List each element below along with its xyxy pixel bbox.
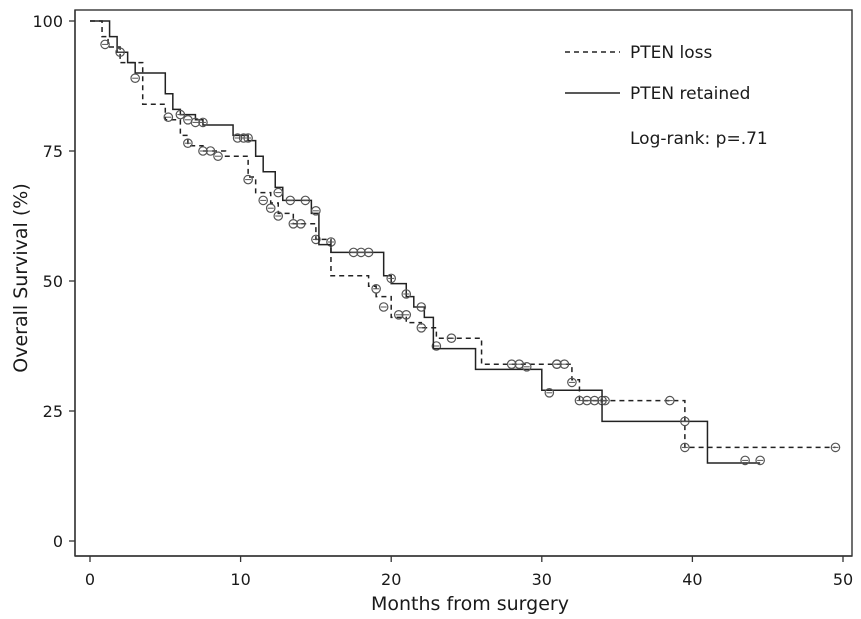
censor-mark-pten-retained [115, 47, 125, 57]
censor-mark-pten-loss [288, 219, 299, 229]
censor-mark-pten-loss [163, 112, 174, 122]
censor-mark-pten-retained [356, 247, 366, 258]
censor-mark-pten-loss [258, 195, 268, 206]
log-rank-annotation: Log-rank: p=.71 [630, 129, 768, 149]
censor-mark-pten-retained [521, 361, 532, 372]
x-axis-ticks: 0 10 20 30 40 50 [85, 556, 853, 589]
censor-mark-pten-loss [393, 309, 404, 320]
censor-mark-pten-loss [431, 341, 442, 351]
x-tick-label: 0 [85, 570, 95, 589]
censor-mark-pten-retained [416, 302, 427, 312]
censor-mark-pten-loss [574, 395, 585, 406]
y-tick-label: 0 [53, 532, 63, 551]
censor-mark-pten-retained [130, 73, 140, 83]
censor-mark-pten-loss [213, 151, 223, 161]
censor-mark-pten-retained [600, 395, 610, 406]
censor-mark-pten-retained [363, 247, 374, 258]
censor-mark-pten-retained [680, 416, 690, 427]
censor-mark-pten-loss [265, 203, 276, 213]
censor-mark-pten-retained [348, 247, 359, 258]
censor-mark-pten-retained [190, 117, 201, 128]
censor-mark-pten-loss [198, 146, 208, 156]
censor-mark-pten-retained [755, 455, 765, 466]
censor-mark-pten-loss [559, 359, 570, 369]
censor-mark-pten-retained [300, 195, 311, 206]
censor-mark-pten-loss [401, 309, 412, 320]
censor-mark-pten-retained [386, 273, 396, 284]
censor-mark-pten-loss [680, 442, 690, 453]
x-tick-label: 40 [682, 570, 702, 589]
censor-mark-pten-loss [589, 395, 600, 406]
censor-mark-pten-loss [205, 146, 216, 156]
y-tick-label: 25 [43, 402, 63, 421]
censor-mark-pten-retained [285, 195, 296, 206]
x-tick-label: 20 [381, 570, 401, 589]
censor-mark-pten-loss [100, 39, 110, 50]
y-tick-label: 100 [32, 12, 63, 31]
censor-mark-pten-retained [552, 359, 562, 369]
series-layer [90, 20, 841, 466]
censor-mark-pten-loss [567, 377, 577, 388]
x-tick-label: 30 [532, 570, 552, 589]
y-tick-label: 50 [43, 272, 63, 291]
censor-mark-pten-loss [371, 283, 381, 294]
censor-mark-pten-retained [740, 455, 750, 466]
censor-mark-pten-loss [416, 322, 427, 333]
legend: PTEN loss PTEN retained [565, 43, 750, 104]
x-axis-title: Months from surgery [371, 593, 569, 615]
censor-mark-pten-loss [183, 138, 193, 148]
y-axis-ticks: 0 25 50 75 100 [32, 12, 75, 551]
censor-mark-pten-retained [175, 109, 186, 120]
censor-mark-pten-loss [378, 302, 389, 312]
censor-mark-pten-retained [506, 359, 517, 369]
censor-mark-pten-retained [311, 206, 321, 216]
legend-label-pten-loss: PTEN loss [630, 43, 712, 63]
censor-mark-pten-retained [544, 387, 555, 398]
x-tick-label: 50 [833, 570, 853, 589]
censor-mark-pten-loss [582, 395, 592, 406]
censor-mark-pten-loss [296, 219, 306, 229]
censor-mark-pten-loss [311, 234, 321, 245]
legend-label-pten-retained: PTEN retained [630, 84, 750, 104]
censor-mark-pten-retained [198, 117, 208, 128]
censor-mark-pten-retained [243, 133, 253, 143]
censor-mark-pten-loss [243, 174, 253, 185]
y-tick-label: 75 [43, 142, 63, 161]
censor-mark-pten-loss [665, 395, 675, 406]
y-axis-title: Overall Survival (%) [10, 183, 32, 372]
censor-mark-pten-retained [401, 289, 412, 299]
censor-mark-pten-loss [273, 211, 284, 221]
censor-mark-pten-retained [273, 187, 284, 198]
x-tick-label: 10 [230, 570, 250, 589]
censor-mark-pten-loss [830, 442, 841, 453]
censor-mark-pten-loss [446, 333, 457, 343]
